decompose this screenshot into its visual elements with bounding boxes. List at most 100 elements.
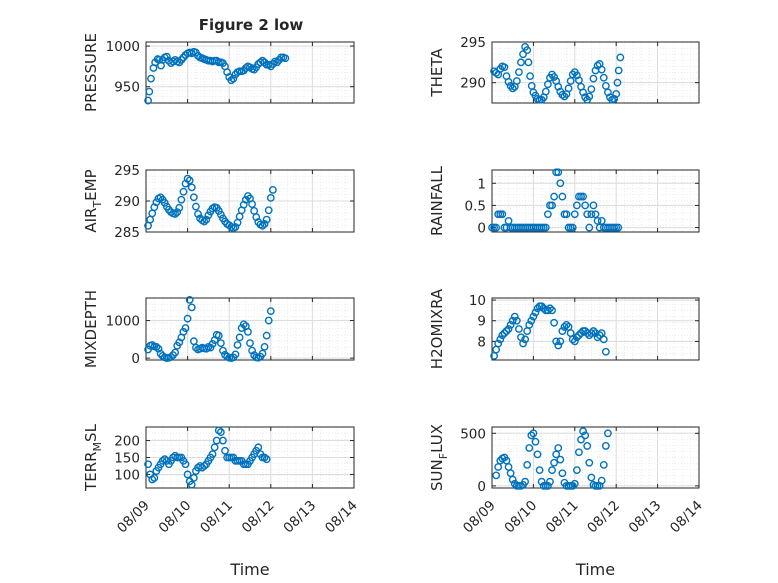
data-point — [519, 50, 527, 59]
data-point — [262, 455, 271, 464]
data-point — [537, 477, 546, 486]
subplot-5: 0 1000 MIXDEPTH — [82, 290, 355, 368]
data-point — [214, 331, 223, 340]
data-point — [260, 453, 269, 462]
data-point — [175, 203, 184, 212]
data-point — [517, 58, 525, 67]
data-point — [583, 210, 592, 219]
series-markers — [490, 302, 610, 360]
data-point — [183, 314, 192, 323]
data-point — [543, 306, 552, 315]
data-point — [189, 193, 198, 202]
data-point — [613, 78, 622, 87]
data-point — [541, 87, 550, 96]
data-point — [508, 475, 517, 484]
y-tick-label: 0 — [477, 479, 486, 495]
y-tick-label: 290 — [114, 194, 140, 210]
data-point — [177, 195, 186, 204]
data-point — [523, 46, 532, 55]
data-point — [248, 200, 256, 209]
y-axis-label: THETA — [428, 48, 446, 98]
y-tick-label: 0 — [131, 351, 140, 367]
data-point — [531, 437, 540, 446]
data-point — [524, 58, 533, 67]
series-markers — [490, 42, 625, 104]
data-point — [202, 215, 211, 224]
data-point — [560, 323, 569, 331]
data-point — [500, 63, 509, 72]
data-point — [550, 73, 558, 81]
x-tick-label: 08/10 — [501, 498, 540, 537]
data-point — [254, 443, 263, 452]
data-point — [504, 77, 513, 86]
y-tick-label: 0 — [477, 221, 486, 237]
data-point — [568, 223, 577, 232]
data-point — [171, 348, 180, 357]
data-point — [258, 56, 267, 65]
data-point — [185, 295, 194, 304]
data-point — [235, 333, 244, 342]
data-point — [550, 318, 558, 327]
data-point — [194, 210, 202, 218]
data-point — [266, 307, 275, 316]
y-tick-label: 9 — [477, 314, 486, 330]
data-point — [500, 329, 509, 338]
data-point — [216, 428, 225, 436]
y-tick-label: 150 — [114, 451, 140, 467]
series-markers — [488, 168, 623, 232]
data-point — [173, 208, 182, 217]
axes-box — [145, 41, 355, 104]
data-point — [595, 331, 604, 340]
data-point — [498, 210, 507, 219]
data-point — [585, 458, 594, 467]
data-point — [189, 473, 198, 482]
y-axis-label-main: SUN — [428, 459, 446, 491]
data-point — [597, 476, 606, 485]
data-point — [527, 316, 536, 325]
data-point — [144, 96, 152, 105]
data-point — [550, 458, 558, 467]
data-point — [145, 87, 154, 96]
data-point — [543, 80, 552, 89]
data-point — [585, 223, 594, 232]
data-point — [246, 339, 254, 347]
data-point — [504, 325, 513, 333]
data-point — [185, 176, 194, 185]
data-point — [543, 481, 552, 490]
y-tick-label: 1000 — [106, 314, 140, 330]
y-axis-label: MIXDEPTH — [82, 290, 100, 368]
data-point — [575, 76, 583, 85]
y-tick-label: 8 — [477, 334, 486, 350]
x-tick-label: 08/11 — [197, 498, 236, 537]
data-point — [504, 217, 513, 225]
data-point — [183, 470, 192, 479]
y-axis-label-subscript: M — [91, 442, 104, 452]
subplot-2: 290 295 THETA — [428, 35, 700, 104]
data-point — [219, 436, 227, 445]
data-point — [187, 183, 196, 192]
subplot-6: 8 9 10 H2OMIXRA — [428, 288, 700, 369]
y-tick-label: 500 — [460, 426, 486, 442]
data-point — [558, 192, 567, 201]
data-point — [548, 306, 556, 315]
data-point — [262, 215, 271, 224]
data-point — [597, 65, 606, 74]
x-tick-label: 08/13 — [626, 498, 665, 537]
data-point — [523, 460, 532, 469]
data-point — [614, 66, 623, 75]
data-point — [152, 342, 161, 351]
data-point — [587, 85, 596, 94]
axes-box — [145, 297, 355, 361]
y-tick-label: 295 — [114, 163, 140, 179]
x-tick-label: 08/12 — [584, 498, 623, 537]
data-point — [506, 320, 515, 329]
y-axis-label-main: THETA — [428, 48, 446, 98]
data-point — [200, 462, 209, 470]
y-axis-label: H2OMIXRA — [428, 288, 446, 369]
figure-title: Figure 2 low — [199, 16, 304, 34]
data-point — [556, 337, 565, 346]
y-axis-label-tail: SL — [82, 423, 100, 442]
data-point — [558, 469, 567, 478]
data-point — [587, 473, 596, 482]
data-point — [231, 223, 240, 231]
